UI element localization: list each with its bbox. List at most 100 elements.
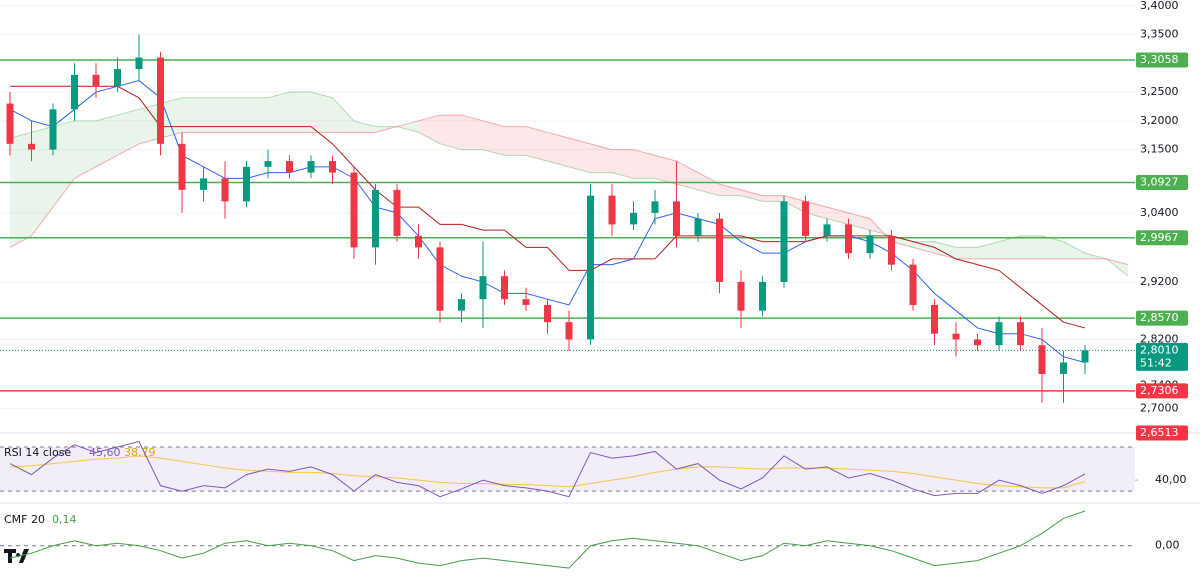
candle-body bbox=[329, 161, 336, 173]
candle-body bbox=[952, 333, 960, 340]
candle-body bbox=[931, 304, 938, 334]
cloud-segment bbox=[139, 103, 161, 144]
rsi-band bbox=[0, 447, 1135, 492]
candle-body bbox=[157, 57, 164, 144]
cloud-segment bbox=[934, 241, 956, 259]
candle-body bbox=[716, 218, 723, 282]
candle-body bbox=[1017, 322, 1024, 346]
candle-body bbox=[630, 212, 637, 225]
cloud-segment bbox=[74, 120, 96, 179]
rsi-tick-label: 40,00 bbox=[1155, 473, 1187, 486]
y-tick-label: 2,9200 bbox=[1140, 275, 1179, 288]
cloud-segment bbox=[160, 97, 182, 139]
price-label-box bbox=[1136, 383, 1188, 399]
candle-body bbox=[178, 143, 186, 190]
candle-body bbox=[909, 264, 917, 305]
candle-body bbox=[888, 235, 895, 265]
cmf-header: CMF 20 0,14 bbox=[4, 513, 77, 526]
cmf-tick-label: 0,00 bbox=[1155, 539, 1180, 552]
candle-body bbox=[651, 201, 659, 213]
candle-body bbox=[802, 201, 809, 236]
cloud-segment bbox=[655, 155, 677, 185]
cloud-segment bbox=[1106, 258, 1128, 277]
price-label-box bbox=[1136, 230, 1188, 246]
countdown: 51:42 bbox=[1140, 356, 1172, 369]
candle-body bbox=[995, 322, 1003, 346]
price-label: 2,8010 bbox=[1140, 343, 1179, 356]
candle-body bbox=[587, 195, 594, 340]
candle-body bbox=[608, 195, 616, 225]
cloud-segment bbox=[719, 184, 741, 196]
price-label: 2,9967 bbox=[1140, 231, 1179, 244]
y-tick-label: 3,0400 bbox=[1140, 206, 1179, 219]
candle-body bbox=[974, 339, 981, 346]
candle-body bbox=[845, 224, 852, 254]
cloud-segment bbox=[53, 120, 75, 208]
rsi-last: 45,60 bbox=[89, 446, 121, 459]
candle-body bbox=[393, 189, 401, 236]
cloud-segment bbox=[784, 195, 806, 213]
cloud-segment bbox=[96, 115, 118, 167]
candle-body bbox=[565, 322, 573, 340]
candle-body bbox=[221, 178, 229, 202]
cloud-segment bbox=[741, 189, 763, 202]
cloud-segment bbox=[633, 149, 655, 179]
price-label: 3,0927 bbox=[1140, 176, 1179, 189]
y-tick-label: 3,4000 bbox=[1140, 0, 1179, 12]
price-label: 2,6513 bbox=[1140, 426, 1179, 439]
price-label: 2,7306 bbox=[1140, 384, 1179, 397]
cloud-segment bbox=[1063, 241, 1085, 259]
candle-body bbox=[479, 276, 487, 300]
cloud-segment bbox=[1042, 235, 1064, 259]
y-tick-label: 3,2000 bbox=[1140, 114, 1179, 127]
price-label-box bbox=[1136, 175, 1188, 191]
cloud-segment bbox=[332, 97, 354, 133]
cloud-segment bbox=[762, 195, 784, 202]
candle-body bbox=[49, 109, 57, 150]
candle-body bbox=[372, 189, 379, 248]
cloud-segment bbox=[569, 138, 591, 173]
cloud-segment bbox=[913, 241, 935, 254]
cloud-segment bbox=[483, 120, 505, 156]
cloud-segment bbox=[504, 126, 526, 156]
cloud-segment bbox=[225, 97, 247, 133]
candle-body bbox=[544, 304, 551, 323]
price-label: 2,8570 bbox=[1140, 311, 1179, 324]
cloud-segment bbox=[612, 149, 634, 179]
candle-body bbox=[780, 201, 788, 282]
logo bbox=[4, 549, 29, 563]
cloud-segment bbox=[870, 218, 892, 242]
cloud-segment bbox=[182, 97, 204, 133]
candle-body bbox=[1038, 345, 1046, 374]
candle-body bbox=[350, 172, 358, 248]
y-tick-label: 2,7000 bbox=[1140, 401, 1179, 414]
cloud-segment bbox=[891, 235, 913, 248]
cloud-segment bbox=[999, 235, 1021, 259]
y-tick-label: 2,8200 bbox=[1140, 332, 1179, 345]
cloud-segment bbox=[698, 172, 720, 196]
cloud-segment bbox=[1020, 235, 1042, 259]
candle-body bbox=[694, 218, 702, 236]
candle-body bbox=[264, 161, 272, 167]
cmf-name: CMF 20 bbox=[4, 513, 45, 526]
candle-body bbox=[458, 299, 465, 311]
cloud-segment bbox=[526, 126, 548, 162]
cloud-segment bbox=[440, 115, 462, 150]
cloud-segment bbox=[1085, 253, 1107, 259]
candle-body bbox=[307, 161, 315, 173]
candle-body bbox=[415, 235, 422, 248]
candle-body bbox=[522, 299, 530, 305]
y-tick-label: 3,1500 bbox=[1140, 143, 1179, 156]
cloud-segment bbox=[31, 126, 53, 236]
cloud-segment bbox=[268, 92, 290, 133]
candle-body bbox=[28, 143, 35, 150]
candle-body bbox=[243, 166, 250, 202]
y-tick-label: 3,2500 bbox=[1140, 85, 1179, 98]
price-label-box bbox=[1136, 342, 1188, 371]
cloud-segment bbox=[354, 120, 376, 133]
price-label-box bbox=[1136, 310, 1188, 326]
candle-body bbox=[71, 74, 78, 110]
cloud-segment bbox=[827, 207, 849, 225]
cloud-segment bbox=[203, 97, 225, 133]
